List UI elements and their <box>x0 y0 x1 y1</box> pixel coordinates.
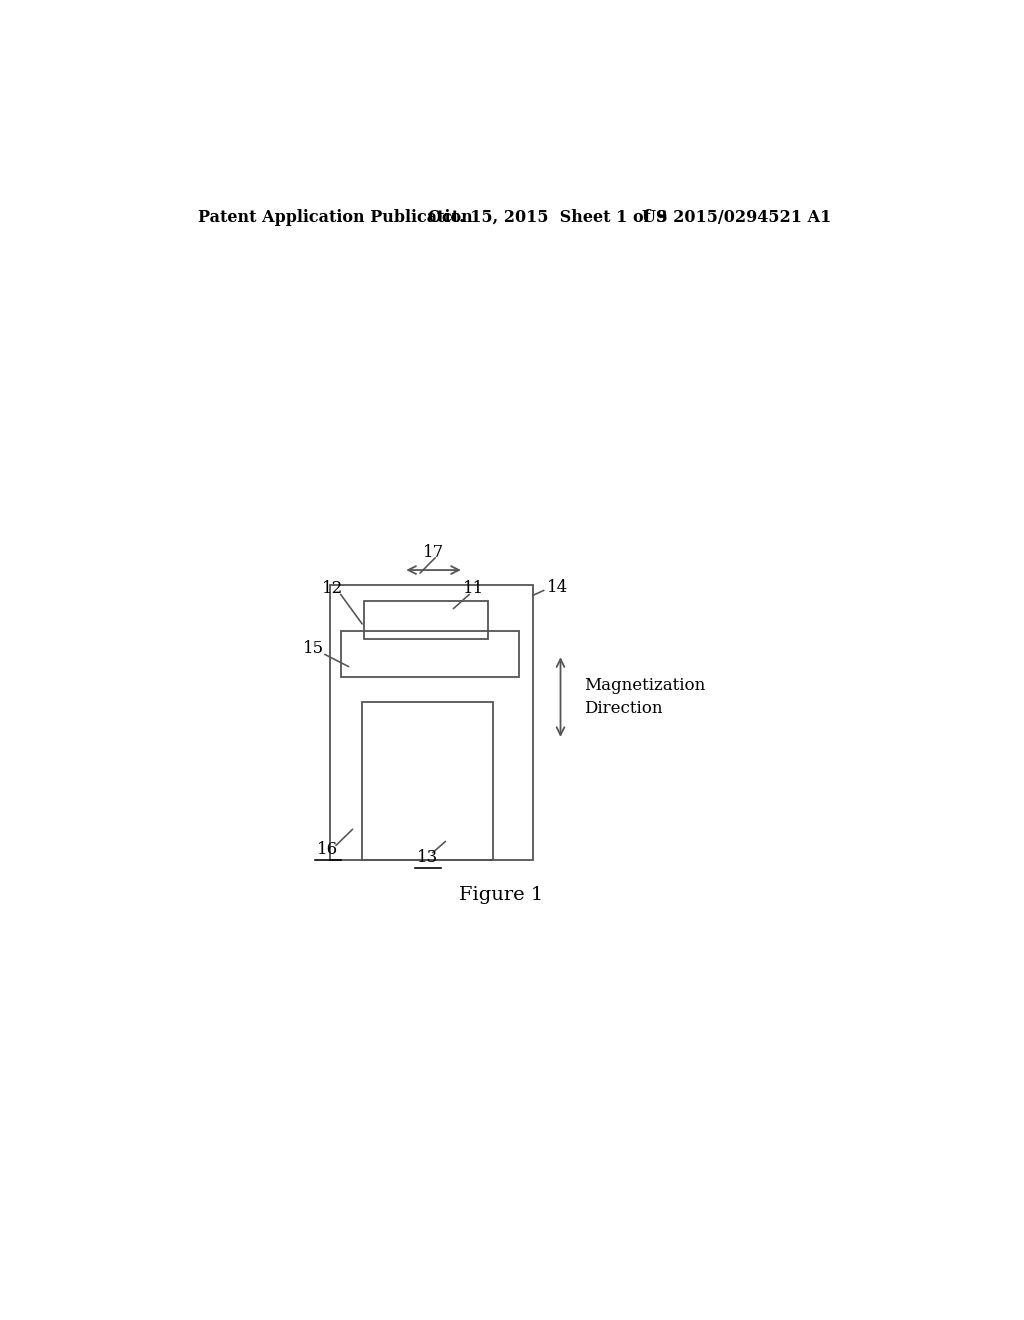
Text: Magnetization
Direction: Magnetization Direction <box>585 677 706 717</box>
Text: 17: 17 <box>423 544 444 561</box>
Text: Patent Application Publication: Patent Application Publication <box>198 209 473 226</box>
Text: 16: 16 <box>317 841 339 858</box>
Text: 15: 15 <box>303 640 325 657</box>
Bar <box>362 702 493 859</box>
Text: Oct. 15, 2015  Sheet 1 of 9: Oct. 15, 2015 Sheet 1 of 9 <box>428 209 668 226</box>
Text: 13: 13 <box>418 849 438 866</box>
Bar <box>331 585 532 859</box>
Text: 12: 12 <box>323 579 343 597</box>
Text: 11: 11 <box>463 579 484 597</box>
Text: US 2015/0294521 A1: US 2015/0294521 A1 <box>642 209 831 226</box>
Text: 14: 14 <box>547 579 568 595</box>
Text: Figure 1: Figure 1 <box>459 886 543 904</box>
Bar <box>341 631 519 677</box>
Bar <box>365 601 487 639</box>
